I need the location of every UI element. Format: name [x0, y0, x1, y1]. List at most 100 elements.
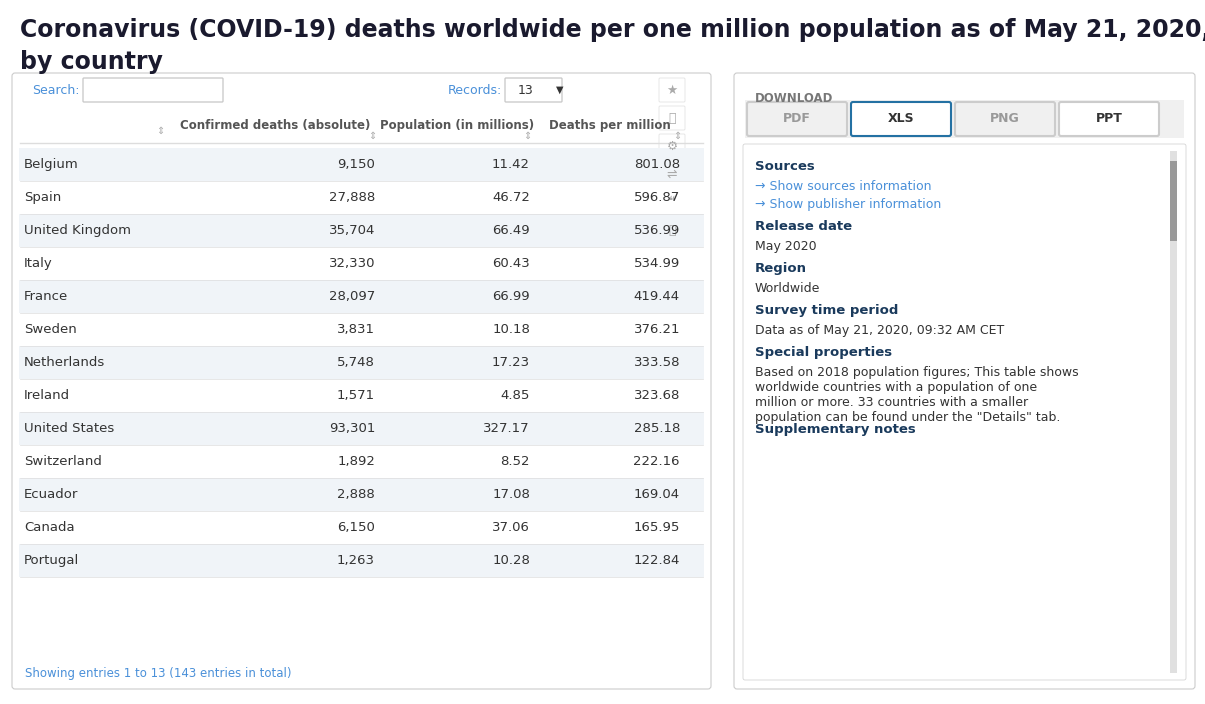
Bar: [19, 247, 704, 280]
Bar: [1170, 161, 1177, 241]
Text: PDF: PDF: [783, 113, 811, 125]
Bar: [19, 412, 704, 445]
Text: 1,892: 1,892: [337, 455, 375, 468]
Text: 9,150: 9,150: [337, 158, 375, 171]
Bar: [1170, 151, 1177, 673]
Text: 8.52: 8.52: [500, 455, 530, 468]
Text: 93,301: 93,301: [329, 422, 375, 435]
Bar: [19, 148, 704, 181]
Text: Confirmed deaths (absolute): Confirmed deaths (absolute): [180, 120, 370, 132]
Text: Showing entries 1 to 13 (143 entries in total): Showing entries 1 to 13 (143 entries in …: [25, 667, 292, 680]
Text: by country: by country: [20, 50, 163, 74]
Text: United States: United States: [24, 422, 114, 435]
Text: 5,748: 5,748: [337, 356, 375, 369]
Text: 327.17: 327.17: [483, 422, 530, 435]
FancyBboxPatch shape: [747, 102, 847, 136]
FancyBboxPatch shape: [659, 162, 684, 186]
Text: 37.06: 37.06: [492, 521, 530, 534]
Text: Deaths per million: Deaths per million: [549, 120, 671, 132]
Text: Region: Region: [756, 262, 807, 275]
Text: 536.99: 536.99: [634, 224, 680, 237]
Bar: [19, 214, 704, 247]
Text: 35,704: 35,704: [329, 224, 375, 237]
Text: 165.95: 165.95: [634, 521, 680, 534]
FancyBboxPatch shape: [505, 78, 562, 102]
Text: 32,330: 32,330: [329, 257, 375, 270]
Bar: [19, 181, 704, 214]
Text: 10.18: 10.18: [492, 323, 530, 336]
Text: 333.58: 333.58: [634, 356, 680, 369]
Text: Spain: Spain: [24, 191, 61, 204]
Text: 534.99: 534.99: [634, 257, 680, 270]
Bar: [19, 313, 704, 346]
Text: 66.99: 66.99: [493, 290, 530, 303]
Text: ❝: ❝: [669, 196, 675, 208]
Text: Coronavirus (COVID-19) deaths worldwide per one million population as of May 21,: Coronavirus (COVID-19) deaths worldwide …: [20, 18, 1205, 42]
Bar: [19, 379, 704, 412]
FancyBboxPatch shape: [12, 73, 711, 689]
Text: 169.04: 169.04: [634, 488, 680, 501]
Bar: [19, 346, 704, 379]
Text: Special properties: Special properties: [756, 346, 892, 359]
Text: Release date: Release date: [756, 220, 852, 233]
Text: 376.21: 376.21: [634, 323, 680, 336]
FancyBboxPatch shape: [956, 102, 1056, 136]
Text: 285.18: 285.18: [634, 422, 680, 435]
Bar: [19, 445, 704, 478]
Text: 122.84: 122.84: [634, 554, 680, 567]
Text: May 2020: May 2020: [756, 240, 817, 253]
Text: 11.42: 11.42: [492, 158, 530, 171]
Text: 🔔: 🔔: [669, 111, 676, 125]
Bar: [19, 478, 704, 511]
Text: ⎙: ⎙: [669, 223, 676, 237]
Text: ⇕: ⇕: [672, 131, 681, 141]
Text: 13: 13: [518, 84, 534, 96]
Text: PPT: PPT: [1095, 113, 1122, 125]
Text: XLS: XLS: [888, 113, 915, 125]
Text: 17.23: 17.23: [492, 356, 530, 369]
Text: Switzerland: Switzerland: [24, 455, 102, 468]
Text: Italy: Italy: [24, 257, 53, 270]
Text: 419.44: 419.44: [634, 290, 680, 303]
Text: 60.43: 60.43: [493, 257, 530, 270]
Bar: [19, 511, 704, 544]
Text: 10.28: 10.28: [492, 554, 530, 567]
Text: 2,888: 2,888: [337, 488, 375, 501]
FancyBboxPatch shape: [83, 78, 223, 102]
Text: 17.08: 17.08: [492, 488, 530, 501]
Text: Ecuador: Ecuador: [24, 488, 78, 501]
Bar: [19, 280, 704, 313]
FancyBboxPatch shape: [659, 190, 684, 214]
Text: 46.72: 46.72: [492, 191, 530, 204]
Text: PNG: PNG: [991, 113, 1019, 125]
FancyBboxPatch shape: [1059, 102, 1159, 136]
Text: → Show sources information: → Show sources information: [756, 180, 931, 193]
Text: 6,150: 6,150: [337, 521, 375, 534]
FancyBboxPatch shape: [851, 102, 951, 136]
Text: Records:: Records:: [448, 84, 502, 96]
Text: Canada: Canada: [24, 521, 75, 534]
Text: Data as of May 21, 2020, 09:32 AM CET: Data as of May 21, 2020, 09:32 AM CET: [756, 324, 1004, 337]
Text: DOWNLOAD: DOWNLOAD: [756, 92, 834, 104]
Text: Netherlands: Netherlands: [24, 356, 105, 369]
Text: ⇌: ⇌: [666, 168, 677, 180]
Text: Supplementary notes: Supplementary notes: [756, 423, 916, 436]
Text: Based on 2018 population figures; This table shows
worldwide countries with a po: Based on 2018 population figures; This t…: [756, 366, 1078, 424]
FancyBboxPatch shape: [734, 73, 1195, 689]
Text: 66.49: 66.49: [493, 224, 530, 237]
FancyBboxPatch shape: [659, 106, 684, 130]
Text: Belgium: Belgium: [24, 158, 78, 171]
Text: Search:: Search:: [33, 84, 80, 96]
Text: 28,097: 28,097: [329, 290, 375, 303]
Text: ▼: ▼: [556, 85, 564, 95]
Text: 27,888: 27,888: [329, 191, 375, 204]
FancyBboxPatch shape: [743, 144, 1186, 680]
Text: ⚙: ⚙: [666, 139, 677, 153]
Bar: [19, 544, 704, 577]
Text: ⇕: ⇕: [368, 131, 376, 141]
Text: ⇕: ⇕: [155, 126, 164, 136]
Text: Population (in millions): Population (in millions): [380, 120, 534, 132]
Text: 1,263: 1,263: [337, 554, 375, 567]
Text: Worldwide: Worldwide: [756, 282, 821, 295]
Text: 3,831: 3,831: [337, 323, 375, 336]
